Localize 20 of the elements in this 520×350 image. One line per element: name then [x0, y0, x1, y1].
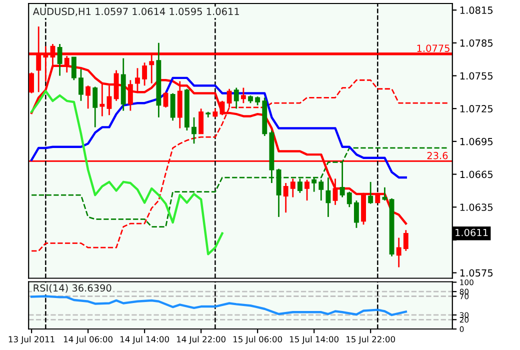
- x-tick-label: 14 Jul 06:00: [64, 336, 112, 344]
- y-tick-label: 1.0755: [460, 72, 493, 80]
- y-tick-label: 1.0665: [460, 170, 493, 178]
- y-tick-label: 1.0725: [460, 105, 493, 112]
- y-tick-label: 1.0785: [460, 39, 493, 47]
- annotation: 23.6: [427, 152, 448, 160]
- x-tick-label: 14 Jul 14:00: [120, 336, 169, 344]
- x-tick-label: 14 Jul 22:00: [176, 336, 226, 344]
- ref-line-label: 1.0775: [417, 44, 450, 52]
- y-tick-label: 1.0635: [460, 204, 493, 211]
- x-tick-label: 13 Jul 2011: [8, 336, 54, 344]
- x-tick-label: 15 Jul 14:00: [290, 336, 339, 344]
- x-tick-label: 15 Jul 06:00: [234, 336, 282, 344]
- y-tick-label: 1.0815: [460, 6, 493, 14]
- y-tick-label: 1.0695: [460, 138, 493, 146]
- y-tick-label: 1.0575: [460, 269, 493, 277]
- chart-title: AUDUSD,H1 1.0597 1.0614 1.0595 1.0611: [32, 8, 239, 16]
- chart-title: RSI(14) 36.6390: [34, 284, 112, 293]
- text: 1.0611: [456, 228, 488, 236]
- x-tick-label: 15 Jul 22:00: [346, 336, 396, 344]
